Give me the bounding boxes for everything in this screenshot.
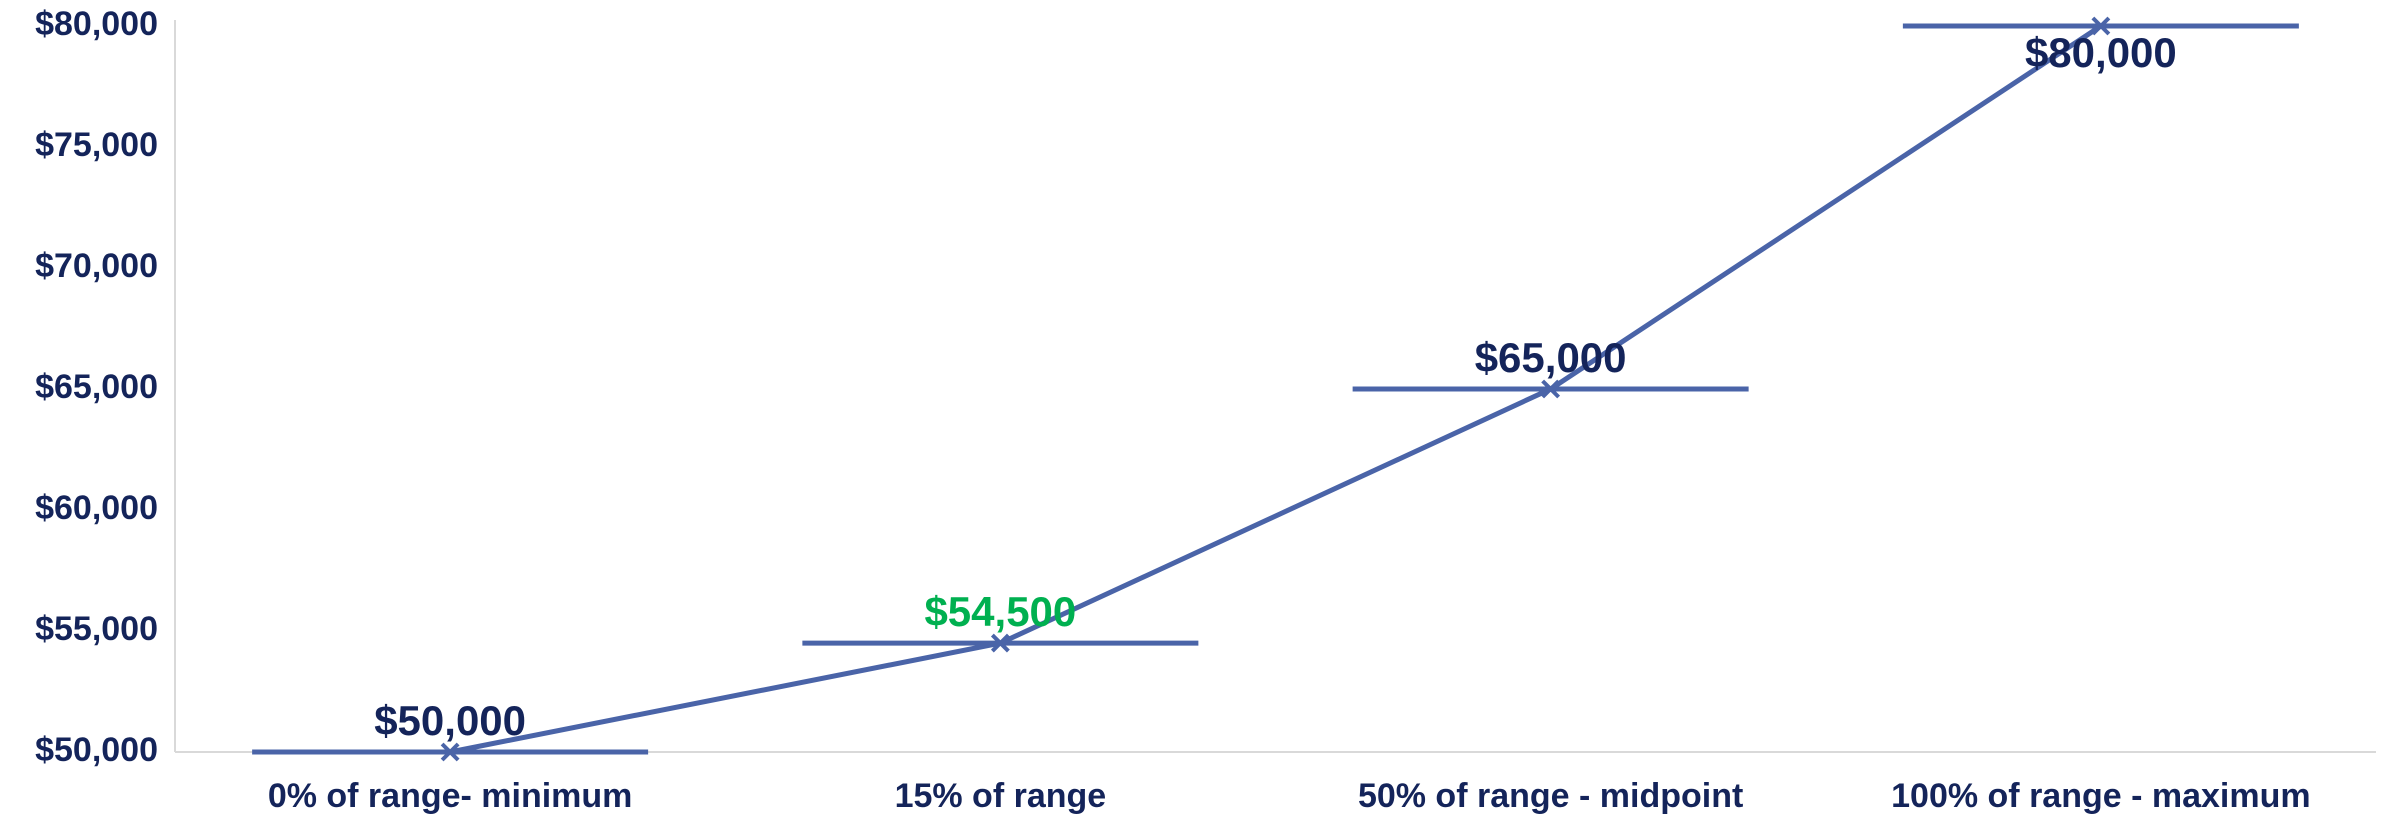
y-tick-label: $80,000 <box>35 5 158 43</box>
data-label: $65,000 <box>1475 334 1627 381</box>
data-label: $80,000 <box>2025 29 2177 76</box>
y-tick-label: $70,000 <box>35 247 158 285</box>
x-tick-label: 50% of range - midpoint <box>1358 777 1743 815</box>
marker <box>2091 16 2111 36</box>
y-tick-label: $65,000 <box>35 368 158 406</box>
data-label: $50,000 <box>374 697 526 744</box>
y-tick-label: $75,000 <box>35 126 158 164</box>
series-line <box>449 23 2103 755</box>
x-tick-label: 15% of range <box>895 777 1107 815</box>
marker <box>990 633 1010 653</box>
y-tick-label: $55,000 <box>35 610 158 648</box>
x-tick-label: 100% of range - maximum <box>1891 777 2310 815</box>
marker <box>440 742 460 762</box>
y-tick-label: $50,000 <box>35 731 158 769</box>
x-tick-label: 0% of range- minimum <box>268 777 633 815</box>
data-label: $54,500 <box>924 588 1076 635</box>
marker <box>1541 379 1561 399</box>
y-tick-label: $60,000 <box>35 489 158 527</box>
